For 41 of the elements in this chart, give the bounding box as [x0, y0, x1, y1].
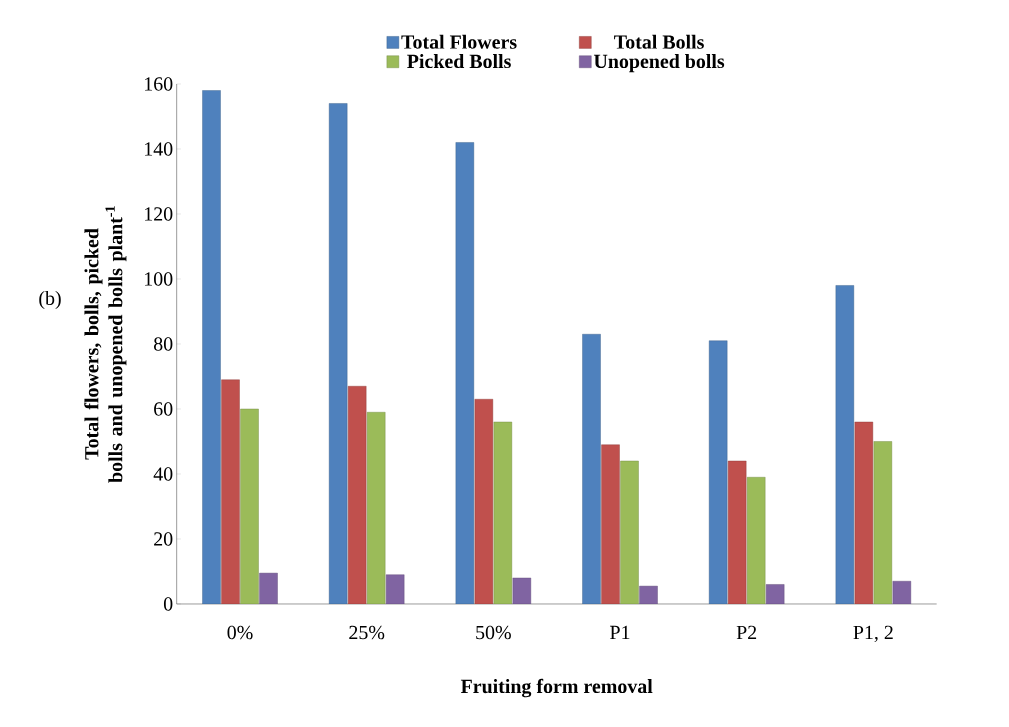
x-tick-label: 50% [476, 625, 511, 640]
bar [493, 421, 513, 604]
y-tick-label: 80 [154, 337, 173, 351]
y-axis-title: Total flowers, bolls, picked bolls and unopened bolls plant$^{-1}$ [84, 206, 127, 483]
bar [328, 103, 348, 604]
bar [620, 460, 639, 604]
bar [835, 285, 855, 604]
bar [455, 142, 475, 604]
y-tick-label: 120 [145, 207, 173, 221]
legend-label: Picked Bolls [407, 54, 511, 69]
bar [727, 460, 747, 604]
bar [240, 408, 259, 604]
legend-label: Total Flowers [401, 34, 517, 49]
bar [221, 379, 240, 604]
bar [366, 412, 386, 604]
y-tick-label: 160 [145, 77, 173, 91]
bar [202, 90, 221, 604]
y-tick-label: 40 [153, 467, 173, 481]
y-tick-label: 60 [154, 402, 173, 416]
bar [873, 441, 893, 604]
bar [854, 421, 874, 604]
bar [347, 386, 367, 604]
y-tick-label: 0 [163, 597, 173, 611]
bar [708, 340, 728, 604]
y-tick-label: 140 [145, 142, 173, 156]
x-tick-label: P1, 2 [853, 625, 893, 643]
x-tick-label: 0% [227, 625, 253, 640]
bar [474, 399, 494, 604]
bar [385, 574, 405, 604]
text: (b) [39, 290, 61, 310]
x-tick-label: P2 [736, 625, 757, 639]
x-axis-title: Fruiting form removal [460, 678, 653, 698]
legend-label: Unopened bolls [593, 54, 725, 73]
legend-label: Total Bolls [614, 34, 704, 49]
bar [582, 334, 601, 604]
bar [746, 477, 766, 604]
y-tick-label: 100 [145, 272, 173, 286]
x-tick-label: P1 [610, 625, 630, 639]
y-tick-label: 20 [154, 532, 173, 546]
bar [601, 444, 620, 604]
x-tick-label: 25% [349, 625, 385, 640]
